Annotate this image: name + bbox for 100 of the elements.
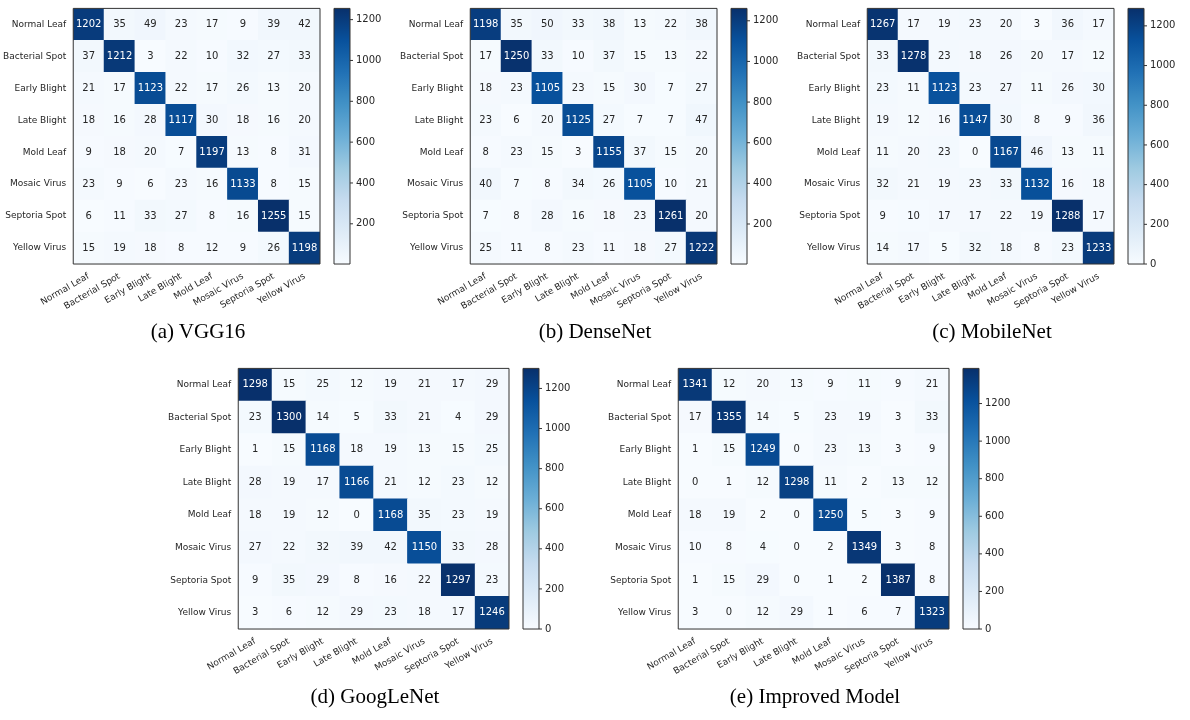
data-label: 28 — [143, 113, 157, 125]
y-tick-label: Mold Leaf — [627, 509, 673, 520]
data-label: 15 — [298, 177, 311, 189]
data-label: 1261 — [658, 209, 684, 221]
data-label: 12 — [316, 508, 330, 520]
data-label: 23 — [824, 410, 837, 422]
data-label: 6 — [861, 606, 868, 618]
y-tick-label: Yellow Virus — [177, 607, 232, 618]
data-label: 12 — [485, 476, 499, 488]
data-label: 1155 — [596, 145, 622, 157]
color-bar-label: 1200 — [1150, 19, 1176, 31]
data-label: 1298 — [783, 476, 810, 488]
data-label: 10 — [907, 209, 920, 221]
data-label: 12 — [418, 476, 431, 488]
data-label: 28 — [485, 541, 499, 553]
data-label: 10 — [571, 49, 585, 61]
data-label: 12 — [756, 606, 770, 618]
data-label: 17 — [113, 81, 126, 93]
data-label: 1298 — [242, 378, 268, 390]
data-label: 7 — [178, 145, 185, 157]
color-bar-label: 800 — [356, 94, 376, 106]
data-label: 15 — [540, 145, 554, 157]
data-label: 13 — [418, 443, 431, 455]
data-label: 23 — [451, 476, 465, 488]
data-label: 1 — [725, 476, 733, 488]
data-label: 25 — [479, 241, 493, 253]
data-label: 22 — [418, 573, 431, 585]
data-label: 12 — [925, 476, 939, 488]
data-label: 9 — [116, 177, 123, 189]
data-label: 25 — [316, 378, 330, 390]
y-tick-label: Late Blight — [414, 114, 464, 125]
data-label: 26 — [267, 241, 281, 253]
y-tick-label: Yellow Virus — [409, 242, 464, 253]
data-label: 37 — [633, 145, 647, 157]
data-label: 32 — [236, 49, 250, 61]
data-label: 22 — [282, 541, 296, 553]
data-label: 38 — [602, 17, 616, 29]
data-label: 20 — [540, 113, 554, 125]
data-label: 17 — [907, 241, 920, 253]
data-label: 1297 — [445, 573, 471, 585]
data-label: 2 — [759, 508, 767, 520]
text: (c) MobileNet — [932, 319, 1052, 344]
data-label: 1288 — [1055, 209, 1081, 221]
data-label: 17 — [479, 49, 493, 61]
color-bar-label: 1000 — [753, 55, 779, 67]
data-label: 1125 — [565, 113, 591, 125]
y-tick-label: Normal Leaf — [176, 379, 233, 390]
data-label: 23 — [876, 81, 890, 93]
data-label: 7 — [482, 209, 489, 221]
data-label: 11 — [824, 476, 837, 488]
data-label: 22 — [174, 49, 188, 61]
color-bar-label: 1200 — [985, 397, 1011, 409]
data-label: 18 — [113, 145, 126, 157]
data-label: 17 — [1092, 17, 1105, 29]
data-label: 19 — [722, 508, 736, 520]
data-label: 33 — [298, 49, 311, 61]
data-label: 0 — [353, 508, 360, 520]
data-label: 18 — [350, 443, 364, 455]
data-label: 15 — [282, 443, 296, 455]
data-label: 8 — [928, 573, 936, 585]
data-label: 29 — [790, 606, 804, 618]
data-label: 15 — [298, 209, 311, 221]
data-label: 33 — [540, 49, 554, 61]
data-label: 33 — [876, 49, 890, 61]
data-label: 16 — [236, 209, 250, 221]
y-tick-label: Mosaic Virus — [406, 178, 464, 189]
data-label: 1250 — [503, 49, 530, 61]
data-label: 10 — [205, 49, 219, 61]
y-tick-label: Yellow Virus — [12, 242, 67, 253]
data-label: 3 — [251, 606, 259, 618]
data-label: 3 — [147, 49, 154, 61]
data-label: 23 — [174, 177, 188, 189]
data-label: 16 — [205, 177, 219, 189]
y-tick-label: Bacterial Spot — [607, 411, 672, 422]
color-bar-label: 600 — [1150, 138, 1170, 150]
data-label: 37 — [82, 49, 96, 61]
data-label: 1117 — [168, 113, 194, 125]
data-label: 8 — [270, 177, 277, 189]
data-label: 16 — [267, 113, 281, 125]
data-label: 16 — [384, 573, 397, 585]
data-label: 9 — [895, 378, 902, 390]
data-label: 11 — [1030, 81, 1044, 93]
data-label: 20 — [1030, 49, 1044, 61]
data-label: 1341 — [682, 378, 708, 390]
data-label: 18 — [999, 241, 1013, 253]
data-label: 19 — [384, 378, 397, 390]
data-label: 46 — [1030, 145, 1044, 157]
data-label: 10 — [688, 541, 702, 553]
data-label: 8 — [353, 573, 360, 585]
y-tick-label: Normal Leaf — [11, 18, 68, 29]
data-label: 1349 — [851, 541, 878, 553]
data-label: 0 — [793, 443, 800, 455]
y-tick-label: Normal Leaf — [805, 18, 862, 29]
data-label: 0 — [972, 145, 979, 157]
data-label: 17 — [205, 81, 219, 93]
color-bar-label: 200 — [356, 217, 376, 229]
data-label: 13 — [267, 81, 281, 93]
data-label: 7 — [513, 177, 520, 189]
data-label: 42 — [298, 17, 311, 29]
data-label: 13 — [664, 49, 678, 61]
